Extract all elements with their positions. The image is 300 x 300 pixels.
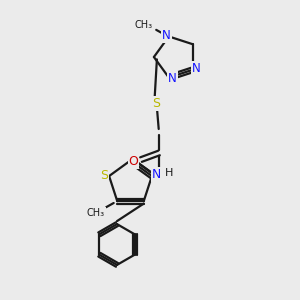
Text: O: O [129, 155, 138, 168]
Text: S: S [152, 97, 160, 110]
Text: N: N [152, 168, 161, 181]
Text: N: N [192, 62, 200, 75]
Text: S: S [100, 169, 108, 182]
Text: N: N [168, 72, 177, 85]
Text: H: H [164, 168, 173, 178]
Text: N: N [162, 29, 171, 42]
Text: CH₃: CH₃ [87, 208, 105, 218]
Text: CH₃: CH₃ [135, 20, 153, 30]
Text: N: N [154, 167, 163, 181]
